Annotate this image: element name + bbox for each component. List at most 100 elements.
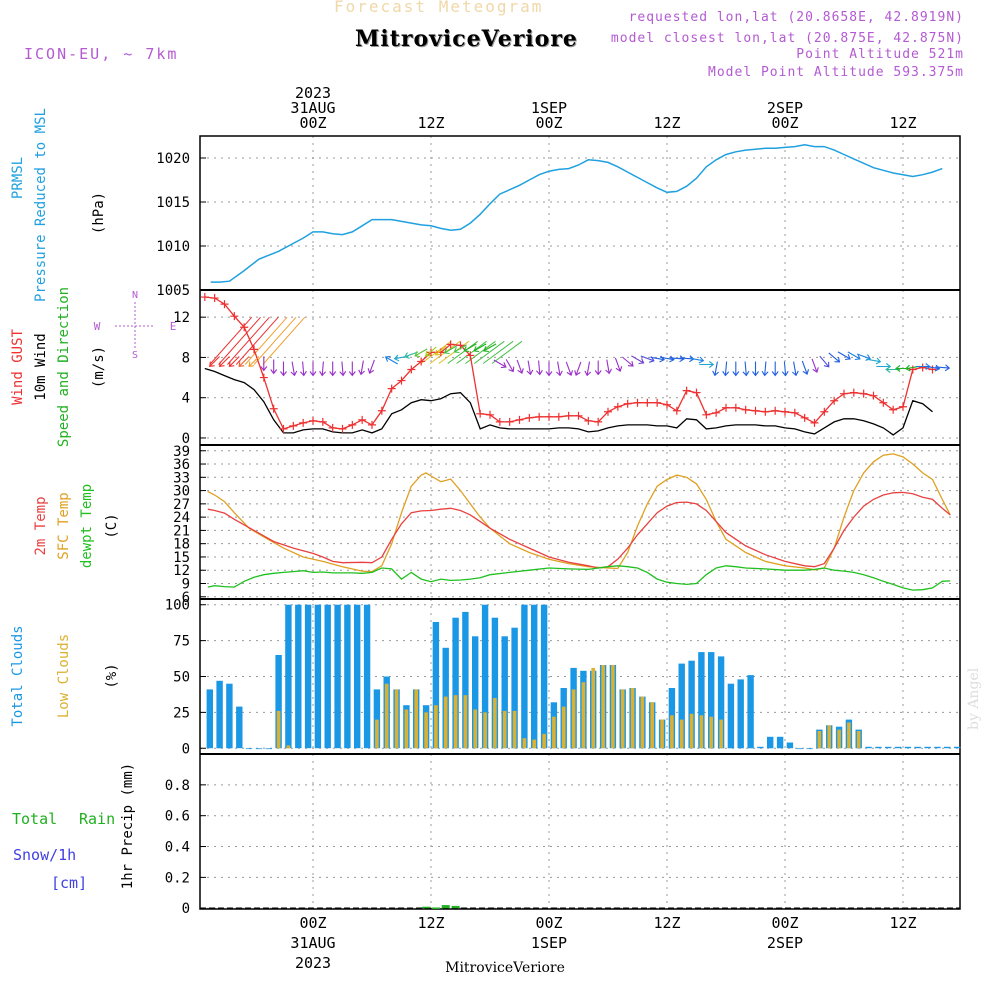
wind-direction-arrow — [605, 359, 612, 375]
station-name: MitroviceVeriore — [355, 26, 578, 52]
total-cloud-bar — [894, 746, 902, 749]
gust-marker — [446, 340, 455, 349]
bottom-time-label: 2SEP — [767, 934, 803, 952]
forecast-title: Forecast Meteogram — [334, 0, 544, 16]
wind-direction-arrow — [403, 351, 419, 359]
direction-hatch — [262, 316, 306, 365]
wind-direction-arrow — [434, 345, 447, 356]
direction-hatch — [235, 316, 279, 365]
top-time-label: 2023 — [295, 84, 331, 102]
total-cloud-bar — [776, 736, 784, 749]
y-tick-label: 30 — [173, 484, 190, 500]
gust-marker — [928, 365, 937, 374]
total-cloud-bar — [275, 655, 282, 749]
bottom-time-label: 12Z — [417, 914, 444, 932]
y-tick-label: 0 — [182, 901, 190, 917]
y-tick-label: 24 — [173, 510, 190, 526]
wind-direction-arrow — [280, 361, 287, 377]
gust-marker — [554, 412, 563, 421]
low-cloud-bar — [837, 729, 841, 749]
wind-direction-arrow — [819, 355, 830, 368]
gust-marker — [200, 293, 209, 302]
wind-unit-label: (m/s) — [91, 346, 107, 388]
low-cloud-bar — [709, 716, 713, 749]
gust-marker — [328, 423, 337, 432]
gust-marker — [721, 403, 730, 412]
low-cloud-bar — [719, 719, 723, 749]
gust-marker — [839, 389, 848, 398]
y-tick-label: 6 — [182, 590, 190, 606]
gust-marker — [515, 415, 524, 424]
rain-bar — [441, 905, 450, 909]
wind-direction-arrow — [752, 361, 759, 377]
wind-direction-arrow — [574, 361, 582, 376]
gust-marker — [476, 409, 485, 418]
temp-unit-label: (C) — [104, 513, 120, 538]
y-tick-label: 9 — [182, 577, 190, 593]
wind-direction-arrow — [660, 355, 675, 363]
wind-direction-arrow — [866, 357, 882, 365]
wind-direction-arrow — [260, 356, 268, 372]
low-cloud-bar — [404, 709, 409, 749]
wind-side-label: 10m Wind — [33, 333, 49, 400]
total-cloud-bar — [698, 652, 705, 749]
gust-marker — [427, 348, 435, 357]
precip-rain-label: Rain — [79, 810, 115, 828]
wind-direction-arrow — [414, 348, 428, 358]
low-cloud-bar — [414, 689, 418, 749]
gust-marker — [672, 406, 681, 415]
gust-marker — [250, 345, 258, 354]
low-cloud-bar — [561, 706, 566, 749]
dewpt-temp-line — [207, 565, 951, 591]
total-cloud-bar — [708, 652, 715, 749]
total-cloud-bar — [432, 622, 440, 749]
wind-direction-arrow — [516, 359, 524, 374]
low-cloud-bar — [660, 719, 664, 749]
direction-hatch — [253, 316, 297, 365]
wind-direction-arrow — [238, 356, 250, 368]
rain-bar — [431, 907, 440, 909]
gust-marker — [898, 402, 907, 411]
top-time-label: 1SEP — [531, 99, 567, 117]
y-tick-label: 1010 — [156, 239, 190, 255]
clouds-unit-label: (%) — [104, 663, 120, 688]
total-cloud-bar — [265, 748, 272, 750]
gust-marker — [741, 405, 750, 414]
low-cloud-bar — [689, 713, 694, 749]
y-tick-label: 36 — [173, 457, 190, 473]
compass-east: E — [170, 320, 177, 333]
low-cloud-bar — [276, 710, 281, 749]
y-tick-label: 8 — [182, 350, 190, 366]
gust-marker — [466, 351, 475, 360]
total-cloud-bar — [678, 663, 685, 749]
total-cloud-bar — [245, 748, 253, 750]
wind-direction-arrow — [443, 345, 457, 355]
total-cloud-bar — [304, 604, 312, 749]
t2m-side-label: 2m Temp — [33, 496, 49, 555]
wind-direction-arrow — [631, 355, 645, 365]
total-cloud-bar — [904, 746, 912, 749]
y-tick-label: 4 — [182, 391, 190, 407]
compass-west: W — [94, 320, 101, 333]
gust-marker — [525, 413, 534, 422]
gust-marker — [702, 410, 711, 419]
low-cloud-bar — [817, 731, 822, 749]
gust-marker — [662, 400, 671, 409]
pressure-unit-label: (hPa) — [91, 192, 107, 234]
wind-direction-arrow — [594, 360, 602, 376]
y-tick-label: 12 — [173, 310, 190, 326]
total-cloud-bar — [521, 604, 528, 749]
gust-marker — [712, 408, 721, 417]
low-cloud-bar — [512, 710, 517, 749]
gust-marker — [574, 411, 583, 420]
total-cloud-bar — [324, 604, 331, 749]
total-clouds-side-label: Total Clouds — [10, 625, 26, 726]
bottom-time-label: 12Z — [653, 914, 680, 932]
total-cloud-bar — [875, 746, 882, 749]
gust-marker — [908, 365, 917, 374]
wind-direction-arrow — [505, 359, 515, 373]
wind-direction-arrow — [535, 360, 543, 376]
low-cloud-bar — [522, 738, 527, 749]
gust-marker — [318, 417, 327, 426]
pressure-line — [210, 144, 943, 283]
